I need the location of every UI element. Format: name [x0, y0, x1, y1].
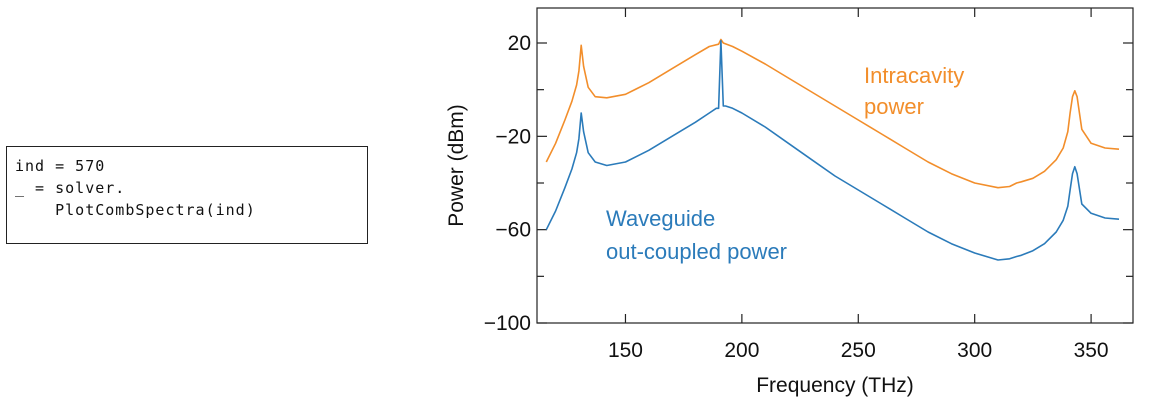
annotation-waveguide-line1: Waveguide: [606, 206, 715, 231]
x-tick-label-200: 200: [724, 339, 759, 362]
x-tick-label-300: 300: [957, 339, 992, 362]
y-tick-label--100: −100: [484, 312, 531, 335]
y-tick-label--60: −60: [495, 219, 531, 242]
annotation-intracavity-line2: power: [864, 94, 924, 119]
annotation-intracavity-line1: Intracavity: [864, 63, 964, 88]
series-line-waveguide: [545, 39, 1120, 261]
series-line-intracavity: [545, 38, 1120, 189]
x-tick-label-150: 150: [608, 339, 643, 362]
x-axis-label: Frequency (THz): [756, 374, 914, 397]
code-line-1: ind = 570: [15, 157, 106, 175]
y-axis-label: Power (dBm): [445, 104, 468, 227]
y-tick-label--20: −20: [495, 125, 531, 148]
plot-frame: [536, 7, 1134, 324]
x-tick-label-250: 250: [841, 339, 876, 362]
x-tick-label-350: 350: [1074, 339, 1109, 362]
y-tick-label-20: 20: [508, 32, 531, 55]
annotation-waveguide-line2: out-coupled power: [606, 239, 787, 264]
code-cell[interactable]: ind = 570 _ = solver. PlotCombSpectra(in…: [6, 146, 368, 244]
code-line-2: _ = solver.: [15, 179, 126, 197]
code-line-3: PlotCombSpectra(ind): [15, 201, 256, 219]
